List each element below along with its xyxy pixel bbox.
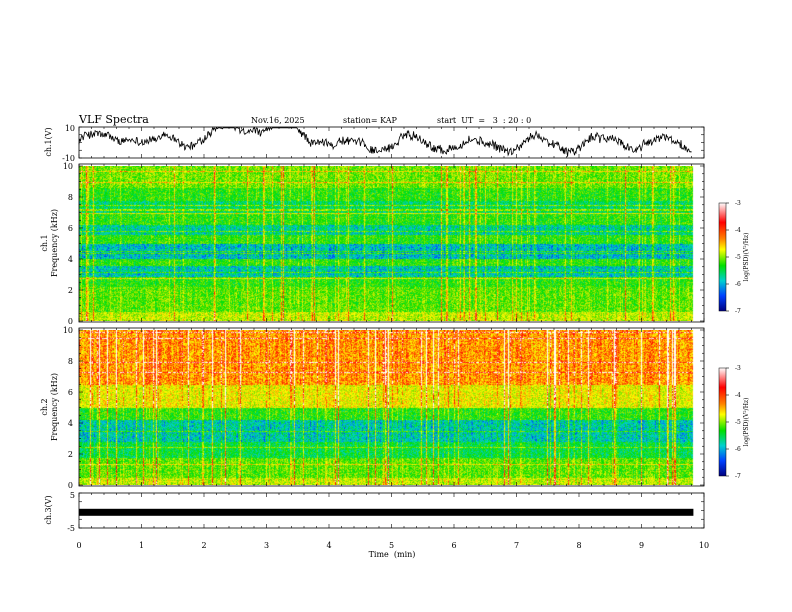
colorbar-tick-label: -6: [735, 281, 741, 288]
ch2-spectrogram-panel: 0 2 4 6 8 10 ch.2 Frequency (kHz): [40, 326, 705, 490]
frequency-tick-label: 0: [68, 317, 73, 326]
time-axis-tick-labels: 0 1 2 3 4 5 6 7 8 9 10: [76, 541, 709, 550]
time-axis-tick-label: 3: [264, 541, 269, 550]
header-start-time: start UT = 3 : 20 : 0: [437, 116, 531, 125]
frequency-tick-label: 0: [68, 481, 73, 490]
frequency-tick-label: 2: [68, 450, 73, 459]
ch1-waveform-panel: 10 -10 ch.1(V): [44, 124, 705, 163]
frequency-tick-label: 8: [68, 193, 73, 202]
header-date: Nov.16, 2025: [251, 116, 305, 125]
ch1-waveform-frame: [78, 126, 705, 159]
colorbar-tick-label: -7: [735, 473, 741, 480]
ch1-waveform-line: [78, 126, 692, 157]
colorbar-tick-label: -4: [735, 392, 741, 399]
ch1-spectrogram-ytick-labels: 0 2 4 6 8 10: [63, 162, 73, 326]
colorbar-tick-label: -4: [735, 227, 741, 234]
ch2-spectrogram-ytick-labels: 0 2 4 6 8 10: [63, 326, 73, 490]
figure-title: VLF Spectra: [78, 113, 149, 126]
colorbar-tick-label: -3: [735, 200, 741, 207]
ch1-spectrogram-panel: 0 2 4 6 8 10 ch.1 Frequency (kHz): [40, 162, 705, 326]
colorbar-tick-label: -6: [735, 446, 741, 453]
ch1-waveform-ticks: [78, 126, 705, 159]
ch1-colorbar-label: log(PSD)(V²/Hz): [743, 233, 750, 282]
ch2-colorbar-gradient: [719, 368, 726, 476]
ch1-colorbar-ticks: -3 -4 -5 -6 -7: [726, 200, 741, 315]
time-axis-tick-label: 9: [639, 541, 644, 550]
time-axis-tick-label: 2: [201, 541, 206, 550]
frequency-tick-label: 6: [68, 388, 73, 397]
ch2-spectrogram-ylabel-channel: ch.2: [40, 398, 49, 415]
time-axis-tick-label: 4: [326, 541, 331, 550]
frequency-tick-label: 6: [68, 224, 73, 233]
time-axis-tick-label: 7: [514, 541, 519, 550]
ch3-waveform-panel: 5 -5 ch.3(V): [44, 491, 705, 533]
ch2-spectrogram-ticks: [78, 328, 705, 486]
ch1-spectrogram-heatmap: [79, 166, 704, 321]
time-axis-tick-label: 5: [389, 541, 394, 550]
ch2-spectrogram-ylabel-frequency: Frequency (kHz): [50, 373, 59, 441]
time-axis-tick-label: 6: [451, 541, 456, 550]
ch1-spectrogram-ylabel-channel: ch.1: [40, 234, 49, 251]
ch1-ytick-top: 10: [65, 124, 75, 133]
time-axis-tick-label: 8: [576, 541, 581, 550]
ch3-waveform-ylabel: ch.3(V): [44, 495, 53, 524]
colorbar-tick-label: -5: [735, 254, 741, 261]
ch1-spectrogram-ticks: [78, 164, 705, 322]
ch2-colorbar: -3 -4 -5 -6 -7 log(PSD)(V²/Hz): [718, 365, 750, 480]
ch2-colorbar-label: log(PSD)(V²/Hz): [743, 398, 750, 447]
colorbar-tick-label: -3: [735, 365, 741, 372]
ch3-waveform-ticks: [78, 492, 705, 529]
ch2-colorbar-ticks: -3 -4 -5 -6 -7: [726, 365, 741, 480]
ch1-spectrogram-ylabel-frequency: Frequency (kHz): [50, 209, 59, 277]
time-axis-tick-label: 0: [76, 541, 81, 550]
ch2-spectrogram-heatmap: [79, 330, 704, 485]
colorbar-tick-label: -5: [735, 419, 741, 426]
header-station: station= KAP: [343, 116, 398, 125]
ch3-ytick-bottom: -5: [67, 524, 75, 533]
ch1-ytick-bottom: -10: [62, 154, 75, 163]
frequency-tick-label: 10: [63, 162, 73, 171]
time-axis-label: Time (min): [369, 550, 416, 559]
ch3-waveform-line: [79, 508, 694, 516]
frequency-tick-label: 4: [68, 419, 73, 428]
ch1-colorbar-gradient: [719, 203, 726, 311]
frequency-tick-label: 4: [68, 255, 73, 264]
ch1-colorbar: -3 -4 -5 -6 -7 log(PSD)(V²/Hz): [718, 200, 750, 315]
colorbar-tick-label: -7: [735, 308, 741, 315]
frequency-tick-label: 8: [68, 357, 73, 366]
frequency-tick-label: 10: [63, 326, 73, 335]
time-axis-tick-label: 1: [139, 541, 144, 550]
time-axis-tick-label: 10: [699, 541, 709, 550]
frequency-tick-label: 2: [68, 286, 73, 295]
ch1-waveform-ylabel: ch.1(V): [44, 127, 53, 156]
ch3-ytick-top: 5: [70, 491, 75, 500]
